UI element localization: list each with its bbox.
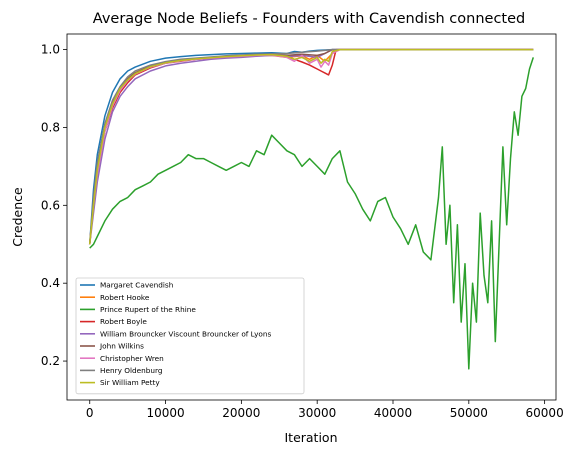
x-tick-label: 50000	[450, 406, 488, 420]
legend-entry: Henry Oldenburg	[100, 366, 163, 375]
legend-frame	[75, 277, 305, 395]
x-tick-label: 30000	[298, 406, 336, 420]
legend-entry: Robert Boyle	[100, 317, 147, 326]
x-tick-label: 20000	[222, 406, 260, 420]
y-tick-label: 0.4	[41, 276, 60, 290]
plot-area	[88, 48, 535, 370]
y-axis-label: Credence	[10, 187, 25, 247]
legend-entry: Sir William Petty	[100, 378, 160, 387]
x-tick-label: 40000	[374, 406, 412, 420]
y-tick-label: 0.2	[41, 354, 60, 368]
x-axis: 0 10000 20000 30000 40000 50000 60000	[86, 400, 564, 420]
legend-entry: William Brouncker Viscount Brouncker of …	[100, 329, 271, 338]
x-axis-label: Iteration	[284, 430, 337, 445]
y-tick-label: 1.0	[41, 43, 60, 57]
legend-entry: John Wilkins	[99, 342, 144, 351]
y-axis: 0.2 0.4 0.6 0.8 1.0	[41, 43, 67, 368]
x-tick-label: 60000	[526, 406, 564, 420]
legend: Margaret Cavendish Robert Hooke Prince Rup…	[75, 277, 305, 395]
y-tick-label: 0.8	[41, 120, 60, 134]
plot-frame	[66, 33, 557, 401]
x-tick-label: 10000	[146, 406, 184, 420]
chart-title: Average Node Beliefs - Founders with Cav…	[93, 11, 525, 27]
series-line-2	[89, 57, 535, 370]
legend-entry: Robert Hooke	[100, 293, 150, 302]
series-line-8	[88, 48, 534, 245]
legend-entry: Margaret Cavendish	[100, 281, 173, 290]
series-line-7	[88, 48, 534, 245]
legend-entry: Christopher Wren	[100, 354, 164, 363]
legend-entry: Prince Rupert of the Rhine	[100, 305, 196, 314]
y-tick-label: 0.6	[41, 198, 60, 212]
x-tick-label: 0	[86, 406, 94, 420]
